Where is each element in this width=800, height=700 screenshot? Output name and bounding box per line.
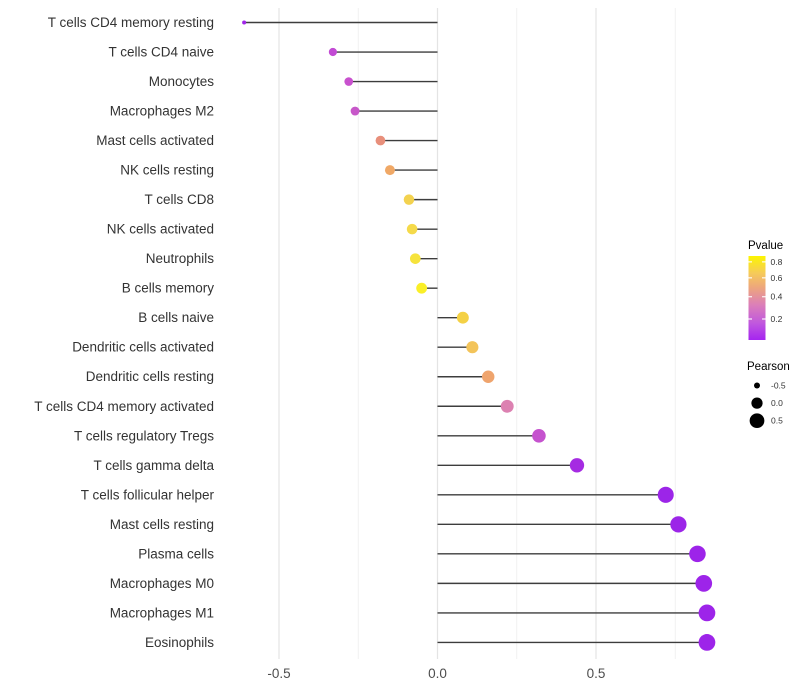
y-axis-label: Dendritic cells activated (72, 340, 214, 355)
pearson-legend-label: 0.0 (771, 398, 783, 408)
lollipop-dot (698, 604, 716, 622)
y-axis-label: T cells regulatory Tregs (74, 428, 214, 443)
gridlines (278, 8, 676, 659)
pearson-legend-dot (749, 413, 765, 429)
lollipop-dot (328, 47, 337, 57)
y-axis-label: Eosinophils (145, 635, 214, 650)
pearson-legend-dot (754, 382, 760, 389)
pvalue-legend: Pvalue 0.8 0.6 0.4 0.2 (748, 240, 783, 340)
y-axis-label: Mast cells resting (110, 517, 214, 532)
pearson-legend-title: Pearson (747, 361, 790, 373)
y-axis-label: Macrophages M2 (110, 104, 214, 119)
y-axis-label: B cells memory (122, 281, 215, 296)
colorbar-tick-label: 0.6 (771, 273, 783, 283)
y-axis-label: Dendritic cells resting (86, 369, 214, 384)
lollipop-dot (695, 575, 713, 592)
pearson-legend-dot (751, 397, 763, 409)
pearson-legend-label: -0.5 (771, 381, 786, 391)
x-axis: -0.5 0.0 0.5 (267, 666, 605, 681)
x-axis-tick-label: 0.5 (587, 666, 606, 681)
lollipop-dot (350, 106, 360, 116)
y-axis-label: Macrophages M0 (110, 576, 214, 591)
lollipop-dot (344, 77, 354, 86)
lollipop-dot (406, 223, 418, 235)
y-axis-label: NK cells resting (120, 163, 214, 178)
lollipop-dot (375, 135, 386, 146)
y-axis-label: T cells CD4 memory resting (48, 15, 214, 30)
colorbar-tick-label: 0.4 (771, 292, 783, 302)
colorbar-tick-label: 0.8 (771, 257, 783, 267)
lollipop-dot (456, 311, 469, 324)
y-axis-label: Monocytes (149, 74, 215, 89)
lollipop-rows: T cells CD4 memory resting T cells CD4 na… (34, 15, 716, 651)
y-axis-label: T cells CD8 (144, 192, 214, 207)
y-axis-label: Mast cells activated (96, 133, 214, 148)
lollipop-dot (416, 282, 428, 294)
lollipop-dot (689, 545, 706, 563)
lollipop-dot (242, 20, 247, 25)
pvalue-legend-title: Pvalue (748, 240, 783, 252)
y-axis-label: NK cells activated (107, 222, 214, 237)
lollipop-dot (409, 253, 421, 264)
lollipop-dot (466, 341, 479, 354)
pearson-legend-label: 0.5 (771, 416, 783, 426)
pvalue-colorbar (748, 256, 766, 340)
lollipop-dot (403, 194, 415, 205)
y-axis-label: T cells CD4 memory activated (34, 399, 214, 414)
y-axis-label: T cells gamma delta (93, 458, 214, 473)
y-axis-label: Neutrophils (146, 251, 215, 266)
y-axis-label: T cells follicular helper (81, 487, 215, 502)
lollipop-dot (384, 165, 395, 176)
lollipop-dot (500, 399, 514, 413)
y-axis-label: T cells CD4 naive (108, 45, 214, 60)
y-axis-label: B cells naive (138, 310, 214, 325)
lollipop-dot (698, 634, 716, 651)
lollipop-dot (481, 370, 495, 383)
lollipop-dot (670, 516, 687, 533)
y-axis-label: Plasma cells (138, 546, 214, 561)
x-axis-tick-label: -0.5 (267, 666, 290, 681)
x-axis-tick-label: 0.0 (428, 666, 447, 681)
lollipop-dot (657, 486, 674, 503)
colorbar-tick-label: 0.2 (771, 314, 783, 324)
lollipop-dot (532, 428, 546, 443)
y-axis-label: Macrophages M1 (110, 605, 214, 620)
pearson-legend: Pearson -0.5 0.0 0.5 (747, 361, 790, 429)
lollipop-dot (569, 458, 585, 473)
